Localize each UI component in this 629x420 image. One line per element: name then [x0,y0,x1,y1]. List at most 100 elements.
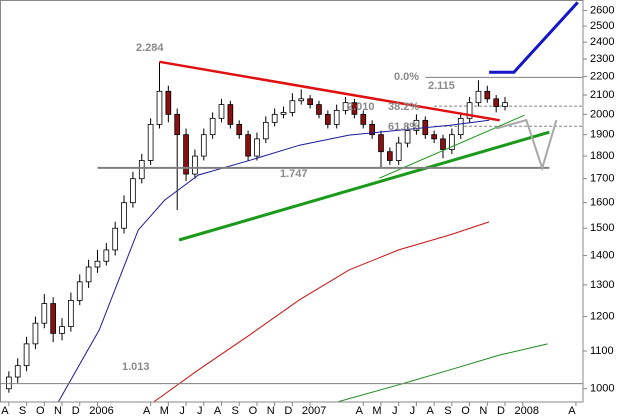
candle-body [23,343,30,367]
candle-body [174,113,181,136]
y-tick-label: 2000 [590,108,614,120]
x-tick-label: D [72,405,80,417]
x-tick-label: 2007 [302,405,326,417]
candle-body [41,303,48,324]
y-tick-label: 1000 [590,383,614,395]
candle-body [245,134,251,157]
x-tick-label: A [1,405,9,417]
overlay-line [159,60,500,122]
candle-body [316,104,322,115]
candle-body [493,98,500,107]
candle-body [449,134,455,150]
annotation: 0.0% [394,71,419,83]
y-tick-label: 2200 [590,71,614,83]
candle-body [484,90,491,100]
x-tick-label: M [372,405,381,417]
x-tick-label: J [197,405,203,417]
annotation: 2.284 [136,42,164,54]
x-tick-label: D [497,405,505,417]
candle-body [68,299,74,327]
y-tick-label: 1500 [590,222,614,234]
overlay-line [58,119,490,402]
candle-body [502,102,508,107]
candle-body [236,123,243,136]
candle-body [262,121,269,140]
candle-body [342,102,349,111]
y-tick-label: 1900 [590,129,614,141]
y-tick-label: 1200 [590,310,614,322]
x-tick-label: J [179,405,185,417]
x-tick-label: D [284,405,292,417]
x-tick-label: N [54,405,62,417]
candle-body [103,249,110,262]
candle-body [254,138,260,157]
overlay-line [178,130,550,242]
annotation: 2.010 [347,101,375,113]
candle-body [94,260,101,268]
overlay-line [489,1,579,74]
candle-body [121,202,127,229]
x-tick-label: 2006 [89,405,113,417]
y-tick-label: 2400 [590,36,614,48]
candle-body [59,326,65,334]
y-tick-label: 2300 [590,53,614,65]
candle-body [156,90,163,125]
candle-body [218,104,225,119]
overlay-line [338,343,548,402]
candle-body [85,266,92,283]
candle-body [271,113,278,123]
candle-body [440,138,446,150]
candle-body [112,227,119,251]
x-tick-label: N [267,405,275,417]
candle-body [183,134,189,175]
candle-body [200,134,207,157]
candle-body [378,134,384,153]
y-tick-label: 1800 [590,150,614,162]
y-tick-label: 2100 [590,89,614,101]
candle-body [76,281,83,301]
x-tick-label: M [160,405,169,417]
x-tick-label: J [410,405,416,417]
candle-body [431,134,437,140]
candle-body [289,100,296,113]
candle-body [324,113,331,125]
y-tick-label: 1600 [590,197,614,209]
candle-body [50,303,56,334]
annotation: 1.013 [122,361,150,373]
x-tick-label: A [426,405,434,417]
x-tick-label: O [461,405,470,417]
candle-body [307,98,313,105]
candle-body [165,90,172,115]
candle-body [138,160,145,180]
y-tick-label: 2500 [590,20,614,32]
x-tick-label: O [36,405,45,417]
annotation: 61.8% [388,121,419,133]
x-tick-label: A [214,405,222,417]
candle-body [130,178,136,204]
plot-area [0,1,583,402]
candle-body [298,98,305,102]
candle-body [404,130,411,144]
y-tick-label: 1100 [590,345,614,357]
x-tick-label: S [232,405,239,417]
y-tick-label: 2600 [590,4,614,16]
y-tick-label: 1700 [590,173,614,185]
x-tick-label: J [392,405,398,417]
overlay-line [495,118,558,172]
candle-body [6,376,12,390]
candle-body [360,113,367,125]
x-tick-label: 2008 [515,405,539,417]
x-tick-label: A [356,405,364,417]
overlay-line [153,221,490,402]
x-tick-label: O [249,405,258,417]
candle-body [147,123,154,161]
x-tick-label: A [143,405,151,417]
x-tick-label: S [444,405,451,417]
candle-body [457,117,464,136]
x-tick-label: S [19,405,26,417]
candle-body [32,322,39,345]
candle-body [192,155,198,175]
candle-body [413,119,420,131]
annotations: 2.284 0.0% 2.115 2.010 38.2% 61.8% 1.747… [122,42,455,373]
